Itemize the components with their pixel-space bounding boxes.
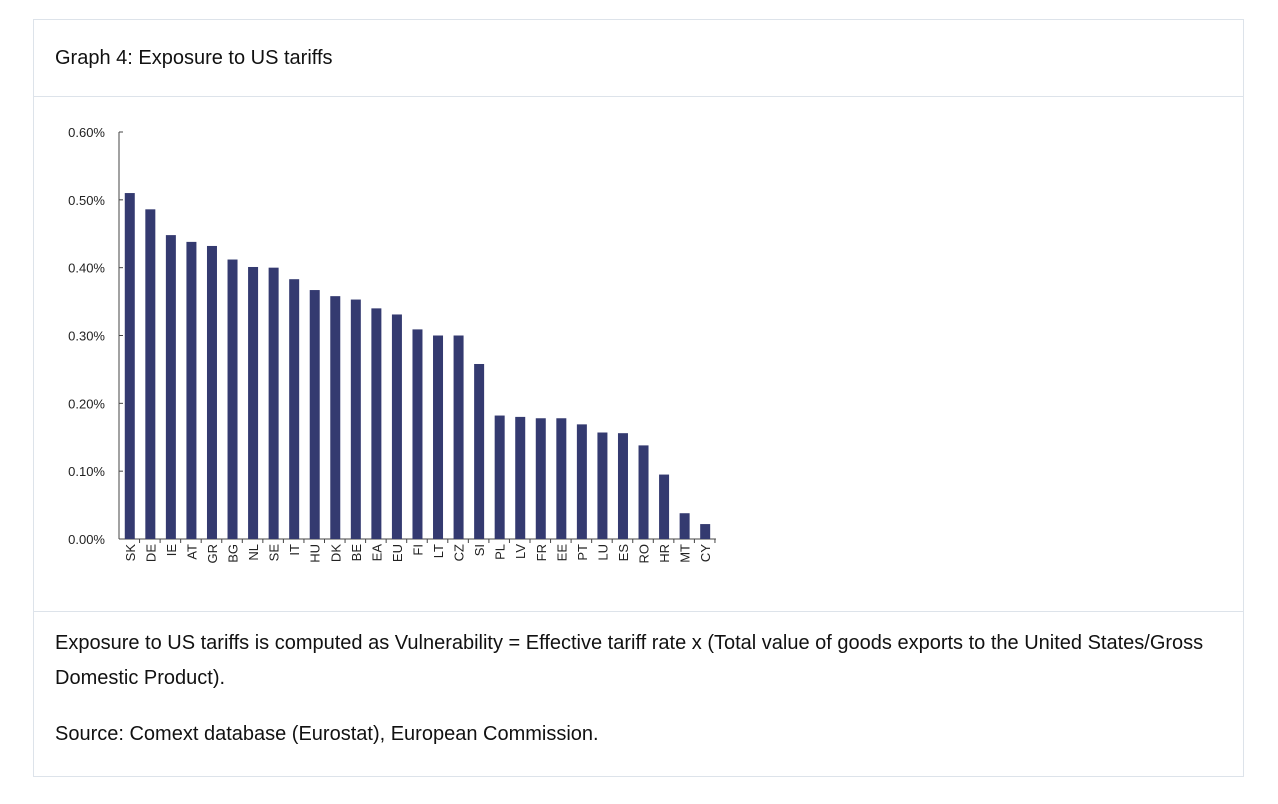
y-tick-label: 0.10% [68,464,105,479]
bar-FR [535,418,546,539]
x-tick-label: HU [308,544,323,563]
x-tick-label: EU [390,544,405,562]
bar-HR [659,474,670,539]
bar-chart: 0.00% 0.10% 0.20% 0.30% 0.40% 0.50% 0.60% SK DE I… [68,125,716,564]
bar-PT [576,424,587,539]
x-tick-label: PT [575,544,590,561]
bar-ES [617,433,628,539]
x-tick-label: BE [349,544,364,562]
chart-source: Source: Comext database (Eurostat), Euro… [55,723,599,745]
bar-CY [700,524,711,539]
y-tick-label: 0.20% [68,396,105,411]
x-tick-label: HR [657,544,672,563]
x-tick-label: ES [616,544,631,562]
bar-EA [371,308,382,539]
bar-AT [186,241,197,539]
x-tick-label: RO [637,544,652,564]
y-tick-label: 0.50% [68,193,105,208]
y-tick-label: 0.30% [68,329,105,344]
x-tick-label: CZ [452,544,467,561]
x-tick-label: EA [369,544,384,562]
x-tick-label: FR [534,544,549,561]
x-tick-label: AT [184,544,199,560]
bar-GR [206,245,217,539]
x-tick-label: EE [554,544,569,562]
x-tick-label: DK [328,544,343,562]
x-tick-label: IT [287,544,302,556]
x-tick-label: LT [431,544,446,558]
bar-CZ [453,335,464,539]
x-tick-label: SE [267,544,282,562]
bar-SK [124,193,135,540]
x-tick-label: CY [698,544,713,562]
graph-title: Graph 4: Exposure to US tariffs [34,20,1243,97]
bar-LV [515,416,526,539]
x-tick-label: SI [472,544,487,556]
bar-DK [330,296,341,539]
x-tick-label: SK [123,544,138,562]
chart-note: Exposure to US tariffs is computed as Vu… [55,632,1204,689]
bar-HU [309,290,320,539]
x-tick-label: IE [164,544,179,557]
chart-area: 0.00% 0.10% 0.20% 0.30% 0.40% 0.50% 0.60% SK DE I… [34,97,1243,612]
bar-LT [433,335,444,539]
bar-IT [289,279,300,539]
x-tick-label: MT [678,544,693,563]
bar-DE [145,209,156,539]
x-tick-label: GR [205,544,220,564]
bar-IE [165,235,176,539]
bar-BG [227,259,238,539]
bar-SE [268,267,279,539]
bar-EE [556,418,567,539]
bar-NL [248,266,259,539]
bar-SI [474,363,485,539]
x-tick-label: LU [595,544,610,561]
x-tick-label: LV [513,544,528,559]
x-tick-label: FI [410,544,425,556]
x-tick-label: BG [226,544,241,563]
x-tick-label: PL [493,544,508,560]
x-tick-label: DE [143,544,158,562]
bar-FI [412,329,423,539]
bar-RO [638,445,649,539]
bar-BE [350,299,361,539]
bar-EU [391,314,402,539]
x-tick-label: NL [246,544,261,561]
graph-card: Graph 4: Exposure to US tariffs 0.00% 0.1… [33,19,1244,777]
bar-LU [597,432,608,539]
y-tick-label: 0.00% [68,532,105,547]
bar-PL [494,415,505,539]
y-tick-label: 0.60% [68,125,105,140]
bar-MT [679,513,690,539]
y-tick-label: 0.40% [68,261,105,276]
